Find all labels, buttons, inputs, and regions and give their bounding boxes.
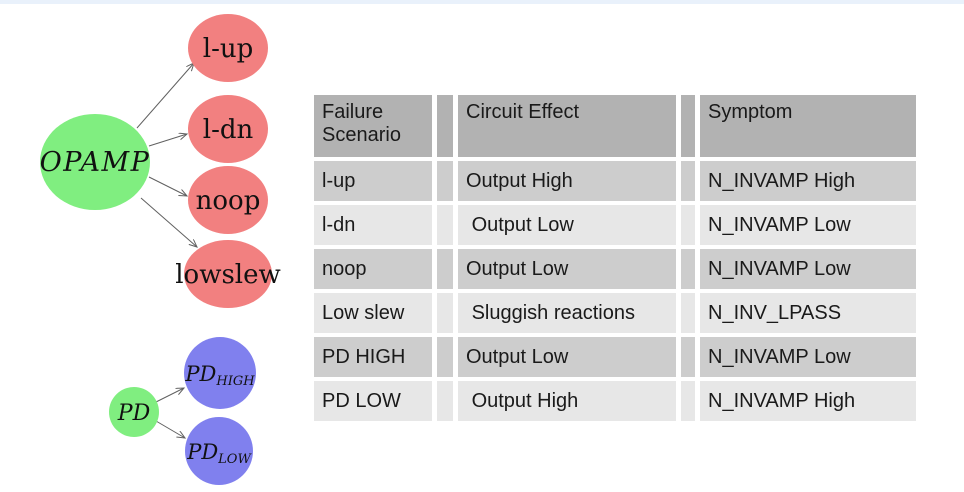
header-failure-scenario: Failure Scenario: [314, 95, 432, 157]
cell-symptom: N_INVAMP Low: [700, 337, 916, 377]
cell-symptom: N_INVAMP Low: [700, 249, 916, 289]
edge-opamp-lowslew: [140, 197, 197, 247]
node-pd-high-label-main: PD: [184, 362, 216, 386]
edge-opamp-noop: [148, 176, 187, 196]
node-pd-low: [185, 417, 253, 485]
cell-effect: Sluggish reactions: [458, 293, 676, 333]
table-row-l-up: l-up Output High N_INVAMP High: [314, 161, 916, 201]
cell-spacer: [437, 161, 453, 201]
cell-spacer: [681, 293, 695, 333]
cell-scenario: l-dn: [314, 205, 432, 245]
table-row-l-dn: l-dn Output Low N_INVAMP Low: [314, 205, 916, 245]
fault-diagram: OPAMP l-up l-dn noop lowslew PD PDHIGH P…: [40, 14, 281, 485]
cell-spacer: [681, 205, 695, 245]
edge-pd-pdlow: [155, 420, 185, 438]
cell-scenario: PD LOW: [314, 381, 432, 421]
table-row-pd-high: PD HIGH Output Low N_INVAMP Low: [314, 337, 916, 377]
header-spacer-2: [681, 95, 695, 157]
edge-opamp-l-up: [136, 63, 194, 129]
node-pd-high-label-sub: HIGH: [215, 374, 255, 389]
node-pd-high-label: PDHIGH: [184, 362, 255, 389]
node-pd: [109, 387, 159, 437]
cell-spacer: [681, 381, 695, 421]
node-noop: [188, 166, 268, 234]
node-pd-high: [184, 337, 256, 409]
failure-table: Failure Scenario Circuit Effect Symptom …: [309, 91, 921, 425]
cell-scenario: Low slew: [314, 293, 432, 333]
cell-spacer: [437, 249, 453, 289]
node-lowslew: [184, 240, 272, 308]
cell-scenario: l-up: [314, 161, 432, 201]
table-row-pd-low: PD LOW Output High N_INVAMP High: [314, 381, 916, 421]
node-l-up-label: l-up: [203, 34, 254, 64]
node-noop-label: noop: [196, 186, 261, 216]
cell-symptom: N_INV_LPASS: [700, 293, 916, 333]
edge-opamp-l-dn: [148, 134, 187, 147]
node-pd-label: PD: [117, 401, 151, 426]
node-pd-low-label-main: PD: [186, 440, 218, 464]
header-spacer-1: [437, 95, 453, 157]
node-pd-low-label-sub: LOW: [217, 452, 252, 467]
failure-table-container: Failure Scenario Circuit Effect Symptom …: [309, 91, 921, 425]
node-l-up: [188, 14, 268, 82]
node-l-dn-label: l-dn: [203, 115, 254, 145]
node-lowslew-label: lowslew: [175, 260, 281, 290]
cell-spacer: [437, 381, 453, 421]
cell-effect: Output Low: [458, 205, 676, 245]
cell-symptom: N_INVAMP Low: [700, 205, 916, 245]
cell-symptom: N_INVAMP High: [700, 381, 916, 421]
cell-scenario: PD HIGH: [314, 337, 432, 377]
table-row-low-slew: Low slew Sluggish reactions N_INV_LPASS: [314, 293, 916, 333]
table-header-row: Failure Scenario Circuit Effect Symptom: [314, 95, 916, 157]
cell-spacer: [437, 293, 453, 333]
cell-spacer: [681, 337, 695, 377]
cell-scenario: noop: [314, 249, 432, 289]
cell-spacer: [437, 337, 453, 377]
header-symptom: Symptom: [700, 95, 916, 157]
table-row-noop: noop Output Low N_INVAMP Low: [314, 249, 916, 289]
cell-effect: Output Low: [458, 337, 676, 377]
cell-effect: Output High: [458, 381, 676, 421]
cell-spacer: [437, 205, 453, 245]
node-opamp: [40, 114, 150, 210]
cell-spacer: [681, 249, 695, 289]
cell-effect: Output High: [458, 161, 676, 201]
edge-pd-pdhigh: [155, 388, 184, 403]
node-pd-low-label: PDLOW: [186, 440, 252, 467]
node-opamp-label: OPAMP: [40, 147, 151, 178]
node-l-dn: [188, 95, 268, 163]
cell-spacer: [681, 161, 695, 201]
cell-effect: Output Low: [458, 249, 676, 289]
header-circuit-effect: Circuit Effect: [458, 95, 676, 157]
top-accent-bar: [0, 0, 964, 4]
cell-symptom: N_INVAMP High: [700, 161, 916, 201]
